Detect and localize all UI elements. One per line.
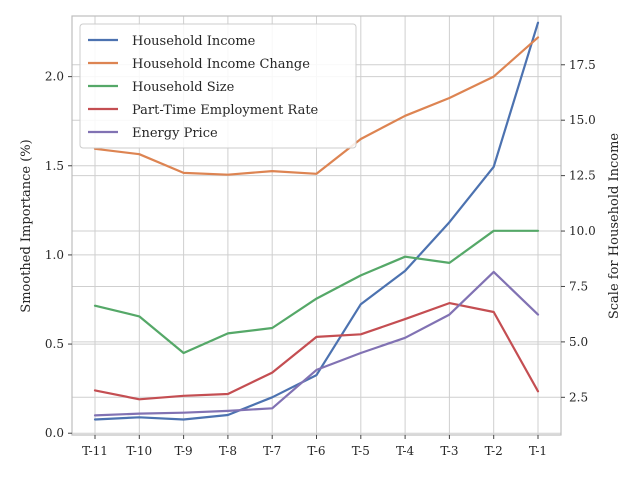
series-layer (93, 21, 540, 421)
x-tick-label: T-9 (175, 444, 193, 458)
legend-label-household-size: Household Size (132, 80, 235, 95)
right-y-tick-label: 10.0 (569, 224, 596, 238)
x-tick-label: T-10 (126, 444, 152, 458)
right-y-axis: 2.5 5.0 7.5 10.0 12.5 15.0 17.5 (561, 58, 596, 404)
legend-label-household-income: Household Income (132, 34, 256, 49)
left-y-tick-label: 1.0 (45, 248, 64, 262)
series-line-household-size (93, 229, 540, 355)
right-y-tick-label: 12.5 (569, 169, 596, 183)
x-tick-label: T-5 (352, 444, 370, 458)
series-line-household-income (93, 21, 540, 421)
x-tick-label: T-11 (82, 444, 108, 458)
right-y-tick-label: 15.0 (569, 113, 596, 127)
x-tick-label: T-4 (396, 444, 415, 458)
series-line-energy-price (93, 270, 540, 417)
legend: Household Income Household Income Change H… (79, 23, 357, 149)
left-y-axis: 0.0 0.5 1.0 1.5 2.0 (45, 70, 72, 440)
right-y-axis-label: Scale for Household Income (607, 133, 622, 320)
left-y-tick-label: 1.5 (45, 159, 64, 173)
x-tick-label: T-6 (307, 444, 325, 458)
legend-label-part-time-employment-rate: Part-Time Employment Rate (132, 103, 319, 118)
left-y-tick-label: 0.5 (45, 337, 64, 351)
series-line-household-income-change (93, 36, 540, 176)
x-tick-label: T-3 (440, 444, 458, 458)
x-tick-label: T-8 (219, 444, 237, 458)
x-axis: T-11 T-10 T-9 T-8 T-7 T-6 T-5 T-4 T-3 T-2 T-1 (82, 435, 547, 458)
series-line-part-time-employment-rate (93, 302, 540, 401)
legend-label-household-income-change: Household Income Change (132, 57, 310, 72)
x-tick-label: T-7 (263, 444, 281, 458)
right-y-tick-label: 17.5 (569, 58, 596, 72)
x-tick-label: T-1 (529, 444, 547, 458)
right-y-tick-label: 2.5 (569, 390, 588, 404)
legend-box (79, 23, 357, 149)
x-tick-label: T-2 (485, 444, 503, 458)
right-y-tick-label: 5.0 (569, 335, 588, 349)
left-y-axis-label: Smoothed Importance (%) (19, 139, 34, 312)
right-y-tick-label: 7.5 (569, 279, 588, 293)
left-y-tick-label: 0.0 (45, 426, 64, 440)
legend-label-energy-price: Energy Price (132, 126, 218, 141)
left-y-tick-label: 2.0 (45, 70, 64, 84)
